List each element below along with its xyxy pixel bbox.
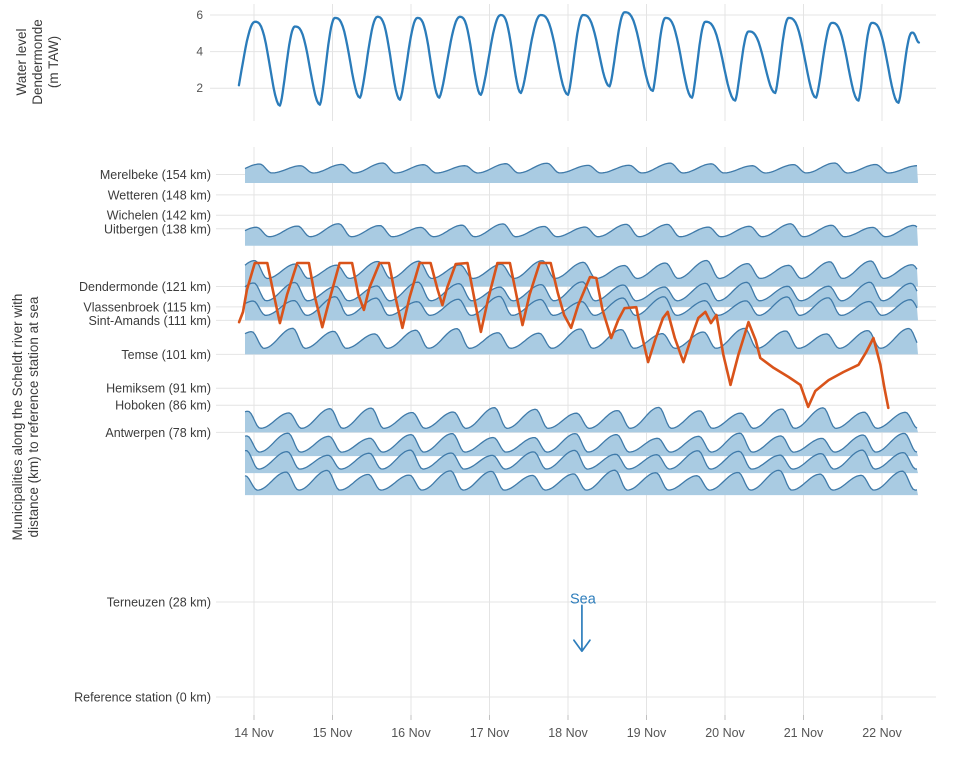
station-label: Reference station (0 km) bbox=[74, 691, 211, 705]
ridge-outline-115km bbox=[244, 281, 918, 302]
ridge-area-151.5km bbox=[245, 163, 918, 183]
top-y-axis-title: Water level bbox=[14, 28, 29, 95]
ridge-area-111km bbox=[245, 296, 918, 321]
x-axis-label: 15 Nov bbox=[313, 726, 353, 740]
ridge-outline-66km bbox=[244, 449, 918, 470]
ridge-area-78km bbox=[245, 407, 918, 433]
x-axis-label: 16 Nov bbox=[391, 726, 431, 740]
station-label: Terneuzen (28 km) bbox=[107, 595, 211, 609]
ridge-area-121km bbox=[245, 260, 918, 287]
ridge-outline-101km bbox=[244, 327, 918, 349]
x-axis-label: 22 Nov bbox=[862, 726, 902, 740]
x-axis-label: 14 Nov bbox=[234, 726, 274, 740]
overlay-line-layer bbox=[237, 261, 890, 410]
x-axis-label: 17 Nov bbox=[470, 726, 510, 740]
station-label: Hoboken (86 km) bbox=[115, 399, 211, 413]
ridge-outline-71km bbox=[244, 432, 918, 453]
gridlines-layer bbox=[210, 4, 936, 715]
station-label: Merelbeke (154 km) bbox=[100, 168, 211, 182]
ridge-area-59.5km bbox=[245, 470, 918, 496]
station-label: Antwerpen (78 km) bbox=[105, 426, 211, 440]
top-y-axis-title: (m TAW) bbox=[46, 36, 61, 88]
station-label: Sint-Amands (111 km) bbox=[89, 314, 212, 328]
ridge-outline-121km bbox=[244, 259, 918, 280]
axis-ticks-layer bbox=[253, 715, 883, 720]
bottom-y-axis-title: Municipalities along the Scheldt river w… bbox=[10, 294, 25, 541]
ridge-area-71km bbox=[245, 433, 918, 457]
ridge-outline-151.5km bbox=[244, 162, 918, 174]
ridgeline-layer bbox=[244, 162, 918, 496]
sea-annotation-label: Sea bbox=[570, 592, 597, 608]
axis-labels-layer: 2 4 6 14 Nov 15 Nov 16 Nov 17 Nov 18 Nov 19 Nov 2… bbox=[10, 8, 903, 740]
station-label: Temse (101 km) bbox=[121, 348, 211, 362]
sea-annotation: Sea bbox=[570, 592, 597, 653]
station-label: Uitbergen (138 km) bbox=[104, 222, 211, 236]
ridge-outline-133km bbox=[244, 223, 918, 238]
dendermonde-overlay-line bbox=[237, 261, 890, 410]
x-axis-label: 19 Nov bbox=[627, 726, 667, 740]
ridge-area-101km bbox=[245, 328, 918, 355]
x-axis-label: 20 Nov bbox=[705, 726, 745, 740]
station-label: Hemiksem (91 km) bbox=[106, 382, 211, 396]
ridge-outline-59.5km bbox=[244, 469, 918, 491]
ytick-label-top: 6 bbox=[196, 8, 203, 22]
ytick-label-top: 4 bbox=[196, 45, 203, 59]
bottom-y-axis-title: distance (km) to reference station at se… bbox=[26, 296, 41, 537]
x-axis-label: 21 Nov bbox=[784, 726, 824, 740]
top-line-layer bbox=[237, 11, 921, 107]
station-label: Wetteren (148 km) bbox=[108, 188, 211, 202]
station-label: Vlassenbroek (115 km) bbox=[83, 300, 211, 314]
sea-arrow-down-icon bbox=[573, 604, 591, 653]
station-label: Dendermonde (121 km) bbox=[79, 280, 211, 294]
ridge-outline-78km bbox=[244, 406, 918, 430]
tide-line-dendermonde bbox=[237, 11, 921, 107]
ytick-label-top: 2 bbox=[196, 81, 203, 95]
station-label: Wichelen (142 km) bbox=[107, 209, 211, 223]
x-axis-label: 18 Nov bbox=[548, 726, 588, 740]
top-y-axis-title: Dendermonde bbox=[30, 19, 45, 105]
